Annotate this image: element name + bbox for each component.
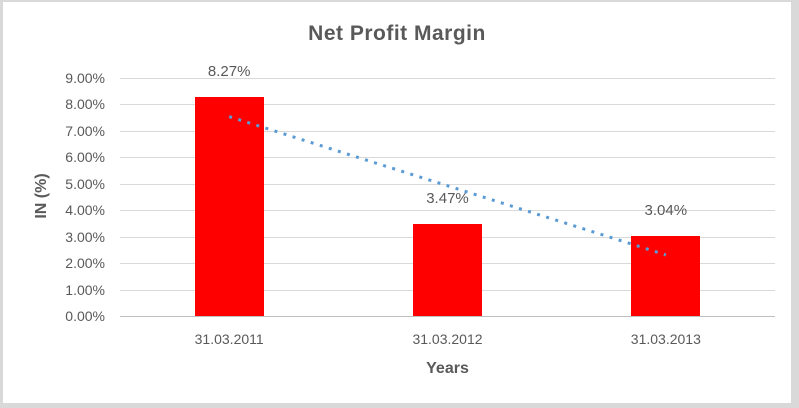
y-tick-label: 3.00%: [65, 228, 105, 245]
y-tick-label: 5.00%: [65, 175, 105, 192]
gridline: [120, 210, 775, 212]
bar: [413, 224, 482, 316]
bar: [194, 97, 264, 316]
bar-data-label: 3.47%: [426, 190, 469, 208]
y-tick-label: 8.00%: [65, 96, 105, 113]
bar-data-label: 8.27%: [207, 63, 251, 81]
x-tick-label: 31.03.2011: [194, 331, 264, 347]
y-tick-label: 6.00%: [65, 149, 105, 166]
gridline: [120, 104, 775, 106]
trendline: [228, 115, 667, 257]
x-axis-title: Years: [426, 360, 469, 377]
chart-frame: Net Profit Margin IN (%) Years 0.00% 1.00…: [3, 2, 791, 403]
x-tick-label: 31.03.2013: [630, 331, 701, 347]
bar: [631, 235, 701, 316]
y-tick-label: 1.00%: [65, 281, 105, 298]
y-tick-label: 7.00%: [65, 122, 105, 139]
y-tick-label: 9.00%: [65, 70, 105, 86]
trendline-layer: [228, 115, 667, 257]
gridline: [120, 130, 775, 132]
y-tick-label: 2.00%: [65, 255, 105, 272]
y-tick-label: 0.00%: [65, 308, 105, 324]
gridline: [120, 157, 775, 159]
gridline: [120, 78, 775, 79]
chart-title: Net Profit Margin: [308, 22, 486, 45]
bar-data-label: 3.04%: [644, 201, 688, 219]
y-tick-label: 4.00%: [65, 202, 105, 219]
x-axis-line: [120, 316, 775, 317]
x-tick-label: 31.03.2012: [412, 331, 483, 347]
